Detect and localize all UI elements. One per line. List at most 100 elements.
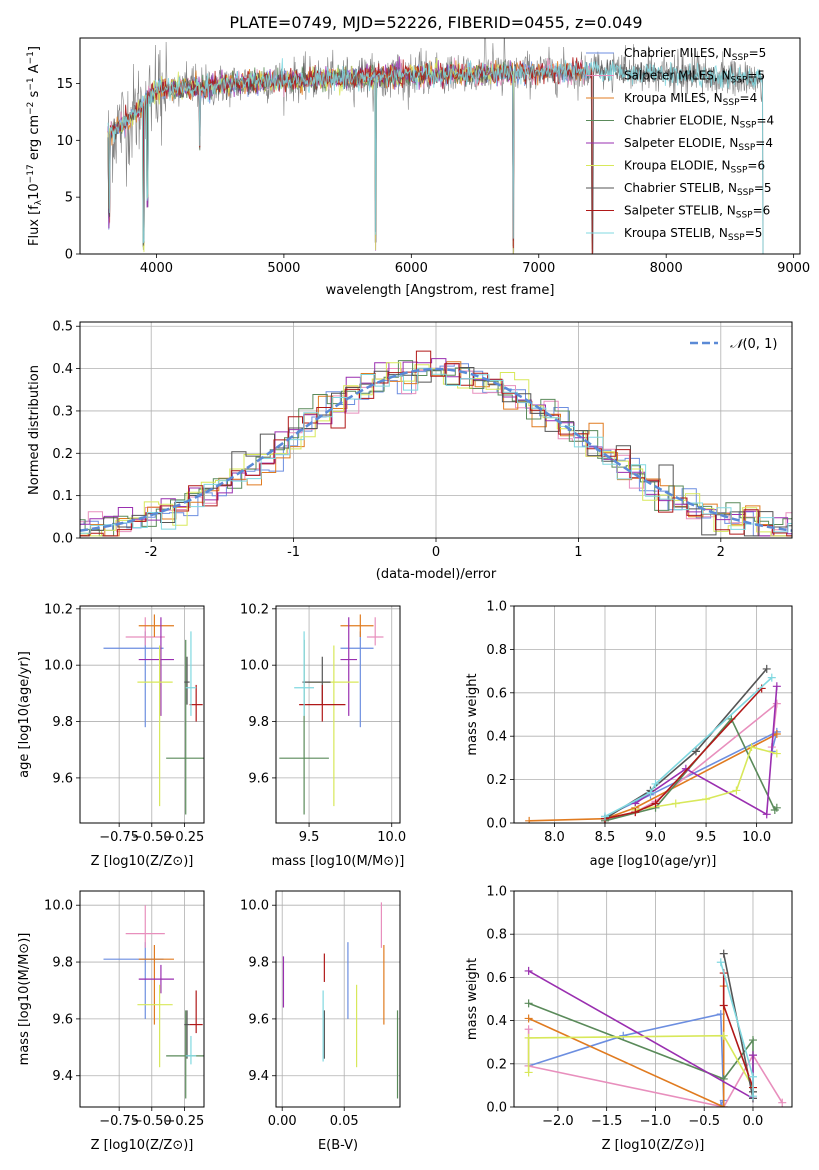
ebv-mass-panel: 0.00 0.05 9.4 9.6 9.8 10.0 E(B-V) (240, 890, 401, 1153)
x-axis-label: mass [log10(M/M⊙)] (272, 854, 405, 869)
x-tick-label: −0.25 (164, 830, 204, 845)
x-tick-label: 0.0 (743, 1114, 764, 1129)
weight-series-line (604, 677, 773, 818)
x-axis-label: Z [log10(Z/Z⊙)] (91, 1138, 194, 1153)
hist-group (80, 350, 792, 537)
x-tick-label: -1 (287, 545, 300, 560)
x-tick-label: 4000 (140, 261, 173, 276)
x-tick-label: 0.00 (268, 1114, 297, 1129)
x-tick-label: 10.0 (377, 830, 406, 845)
x-axis-label: (data-model)/error (376, 567, 497, 582)
weight-marker (719, 1001, 728, 1010)
legend-entry: Salpeter MILES, NSSP=5 (624, 69, 765, 86)
weight-series-line (529, 733, 778, 822)
axes-frame (275, 890, 401, 1108)
spectrum-panel: 4000 5000 6000 7000 8000 9000 0 5 10 15 wavelength… (26, 37, 810, 298)
y-axis-label: Flux [fλ10−17 erg cm−2 s−1 A−1] (26, 46, 44, 246)
x-tick-label: −1.0 (640, 1114, 672, 1129)
y-axis-label: mass [log10(M/M⊙)] (17, 933, 32, 1066)
y-tick-label: 9.4 (248, 1069, 269, 1084)
residual-histogram (80, 367, 792, 534)
weight-marker (619, 1031, 628, 1040)
legend-entry: 𝒩(0, 1) (730, 337, 777, 352)
y-tick-label: 0.0 (486, 1101, 507, 1116)
legend-entry: Kroupa ELODIE, NSSP=6 (624, 159, 765, 176)
z-mass-panel: −0.75−0.50−0.25 9.4 9.6 9.8 10.0 Z [log10(Z/Z… (17, 890, 205, 1153)
x-tick-label: 8000 (650, 261, 683, 276)
axes-frame (79, 37, 801, 255)
legend-entry: Kroupa MILES, NSSP=4 (624, 91, 757, 108)
x-tick-label: −2.0 (542, 1114, 574, 1129)
residual-histogram (80, 360, 792, 537)
weight-marker (651, 779, 660, 788)
y-tick-label: 10.2 (44, 602, 73, 617)
model-spectrum-line (107, 58, 764, 254)
x-tick-label: 9.0 (645, 830, 666, 845)
y-tick-label: 9.8 (248, 715, 269, 730)
y-tick-label: 10.0 (44, 899, 73, 914)
residuals-panel: -2 -1 0 1 2 0.0 0.1 0.2 0.3 0.4 0.5 (data-model)/er… (27, 320, 793, 582)
weight-lines (524, 949, 787, 1107)
weight-marker (600, 812, 609, 821)
x-tick-label: −0.50 (132, 830, 172, 845)
weight-marker (524, 1068, 533, 1077)
weight-marker (646, 788, 655, 797)
weight-marker (772, 803, 781, 812)
weight-series-line (528, 986, 725, 1107)
axes-frame (79, 321, 793, 539)
axes-frame (79, 605, 205, 824)
y-tick-label: 9.8 (52, 956, 73, 971)
x-tick-label: 0.05 (330, 1114, 359, 1129)
y-tick-label: 0.0 (52, 532, 73, 547)
y-tick-label: 10 (56, 134, 73, 149)
x-tick-label: 9.5 (696, 830, 717, 845)
z-age-panel: −0.75−0.50−0.25 9.6 9.8 10.0 10.2 Z [log10(Z/… (17, 602, 205, 869)
x-axis-label: Z [log10(Z/Z⊙)] (602, 1138, 705, 1153)
mass-age-panel: 9.5 10.0 9.6 9.8 10.0 10.2 mass [log10(M/M⊙)] (240, 602, 406, 869)
age-weight-panel: 8.0 8.5 9.0 9.5 10.0 0.0 0.2 0.4 0.6 0.8 1.0 age [l… (465, 600, 793, 869)
gaussian-curve (80, 367, 792, 532)
weight-marker (719, 1103, 728, 1107)
weight-series-line (604, 730, 779, 818)
y-axis-label: Normed distribution (27, 365, 42, 495)
y-tick-label: 0.2 (486, 1057, 507, 1072)
y-tick-label: 0.0 (486, 817, 507, 832)
y-tick-label: 1.0 (486, 600, 507, 615)
y-tick-label: 10.0 (240, 899, 269, 914)
y-tick-label: 0.4 (486, 1014, 507, 1029)
weight-series-line (634, 686, 778, 816)
x-tick-label: 8.5 (595, 830, 616, 845)
x-tick-label: 0 (432, 545, 440, 560)
x-tick-label: 10.0 (742, 830, 771, 845)
y-tick-label: 0.8 (486, 928, 507, 943)
x-tick-label: 2 (717, 545, 725, 560)
weight-marker (748, 1051, 757, 1060)
x-axis-label: age [log10(age/yr)] (590, 854, 717, 869)
x-tick-label: −0.25 (164, 1114, 204, 1129)
x-tick-label: 6000 (395, 261, 428, 276)
y-tick-label: 10.2 (240, 602, 269, 617)
weight-marker (767, 673, 776, 682)
y-tick-label: 9.8 (248, 956, 269, 971)
x-tick-label: 9000 (777, 261, 810, 276)
weight-marker (524, 1025, 533, 1034)
weight-marker (748, 1036, 757, 1045)
y-tick-label: 9.6 (248, 771, 269, 786)
weight-marker (691, 747, 700, 756)
errorbars (279, 614, 384, 815)
y-tick-label: 9.8 (52, 715, 73, 730)
legend-entry: Chabrier MILES, NSSP=5 (624, 46, 766, 63)
y-tick-label: 10.0 (44, 659, 73, 674)
y-tick-label: 9.4 (52, 1069, 73, 1084)
weight-series-line (527, 1034, 754, 1088)
x-tick-label: 5000 (267, 261, 300, 276)
x-tick-label: −0.75 (99, 830, 139, 845)
x-tick-label: 1 (574, 545, 582, 560)
y-tick-label: 0.6 (486, 971, 507, 986)
legend-entry: Kroupa STELIB, NSSP=5 (624, 226, 762, 243)
weight-marker (772, 749, 781, 758)
figure-title: PLATE=0749, MJD=52226, FIBERID=0455, z=0… (229, 13, 642, 32)
residual-histogram (80, 350, 792, 537)
errorbars (103, 905, 204, 1099)
weight-marker (719, 949, 728, 958)
